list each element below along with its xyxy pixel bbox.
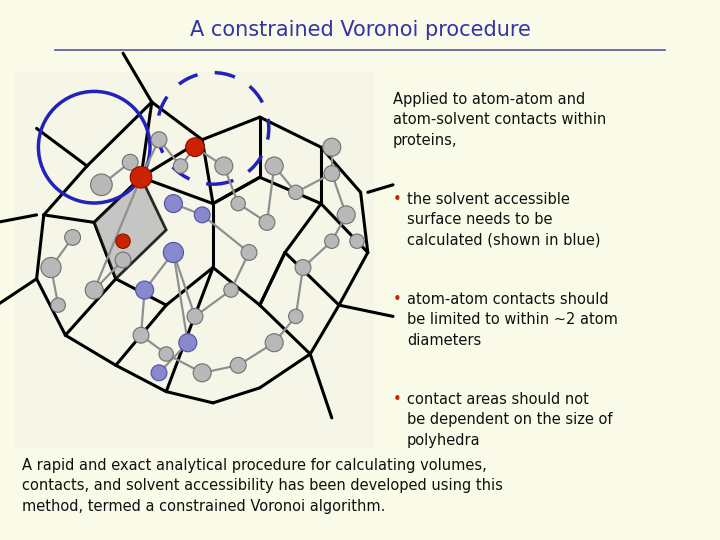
Circle shape	[159, 347, 174, 361]
Circle shape	[194, 207, 210, 223]
Circle shape	[151, 132, 167, 147]
Circle shape	[215, 157, 233, 175]
Text: the solvent accessible
surface needs to be
calculated (shown in blue): the solvent accessible surface needs to …	[407, 192, 600, 248]
Circle shape	[325, 234, 339, 248]
Text: •: •	[393, 192, 402, 207]
Text: A rapid and exact analytical procedure for calculating volumes,
contacts, and so: A rapid and exact analytical procedure f…	[22, 458, 503, 514]
Circle shape	[230, 357, 246, 373]
Text: contact areas should not
be dependent on the size of
polyhedra: contact areas should not be dependent on…	[407, 392, 613, 448]
Circle shape	[324, 166, 340, 181]
Text: •: •	[393, 292, 402, 307]
Circle shape	[179, 334, 197, 352]
Circle shape	[174, 159, 188, 173]
Circle shape	[130, 166, 152, 188]
FancyBboxPatch shape	[15, 72, 375, 448]
Text: Applied to atom-atom and
atom-solvent contacts within
proteins,: Applied to atom-atom and atom-solvent co…	[393, 92, 606, 148]
Circle shape	[265, 334, 283, 352]
Circle shape	[91, 174, 112, 195]
Circle shape	[337, 206, 355, 224]
Circle shape	[164, 194, 182, 213]
Circle shape	[231, 197, 246, 211]
Circle shape	[289, 185, 303, 199]
Circle shape	[135, 281, 153, 299]
Circle shape	[41, 258, 61, 278]
Circle shape	[259, 214, 275, 231]
Circle shape	[186, 138, 204, 157]
Circle shape	[151, 365, 167, 381]
Circle shape	[295, 260, 311, 275]
Text: •: •	[393, 392, 402, 407]
Circle shape	[116, 234, 130, 248]
Circle shape	[265, 157, 283, 175]
Circle shape	[163, 242, 184, 262]
Circle shape	[187, 308, 203, 325]
Circle shape	[193, 364, 211, 382]
Circle shape	[122, 154, 138, 170]
Circle shape	[350, 234, 364, 248]
Text: atom-atom contacts should
be limited to within ∼2 atom
diameters: atom-atom contacts should be limited to …	[407, 292, 618, 348]
Circle shape	[115, 252, 131, 268]
Circle shape	[289, 309, 303, 323]
Text: A constrained Voronoi procedure: A constrained Voronoi procedure	[189, 20, 531, 40]
Polygon shape	[94, 177, 166, 279]
Circle shape	[133, 327, 149, 343]
Circle shape	[241, 245, 257, 260]
Circle shape	[323, 138, 341, 156]
Circle shape	[85, 281, 103, 299]
Circle shape	[224, 283, 238, 298]
Circle shape	[65, 230, 81, 245]
Circle shape	[51, 298, 66, 312]
